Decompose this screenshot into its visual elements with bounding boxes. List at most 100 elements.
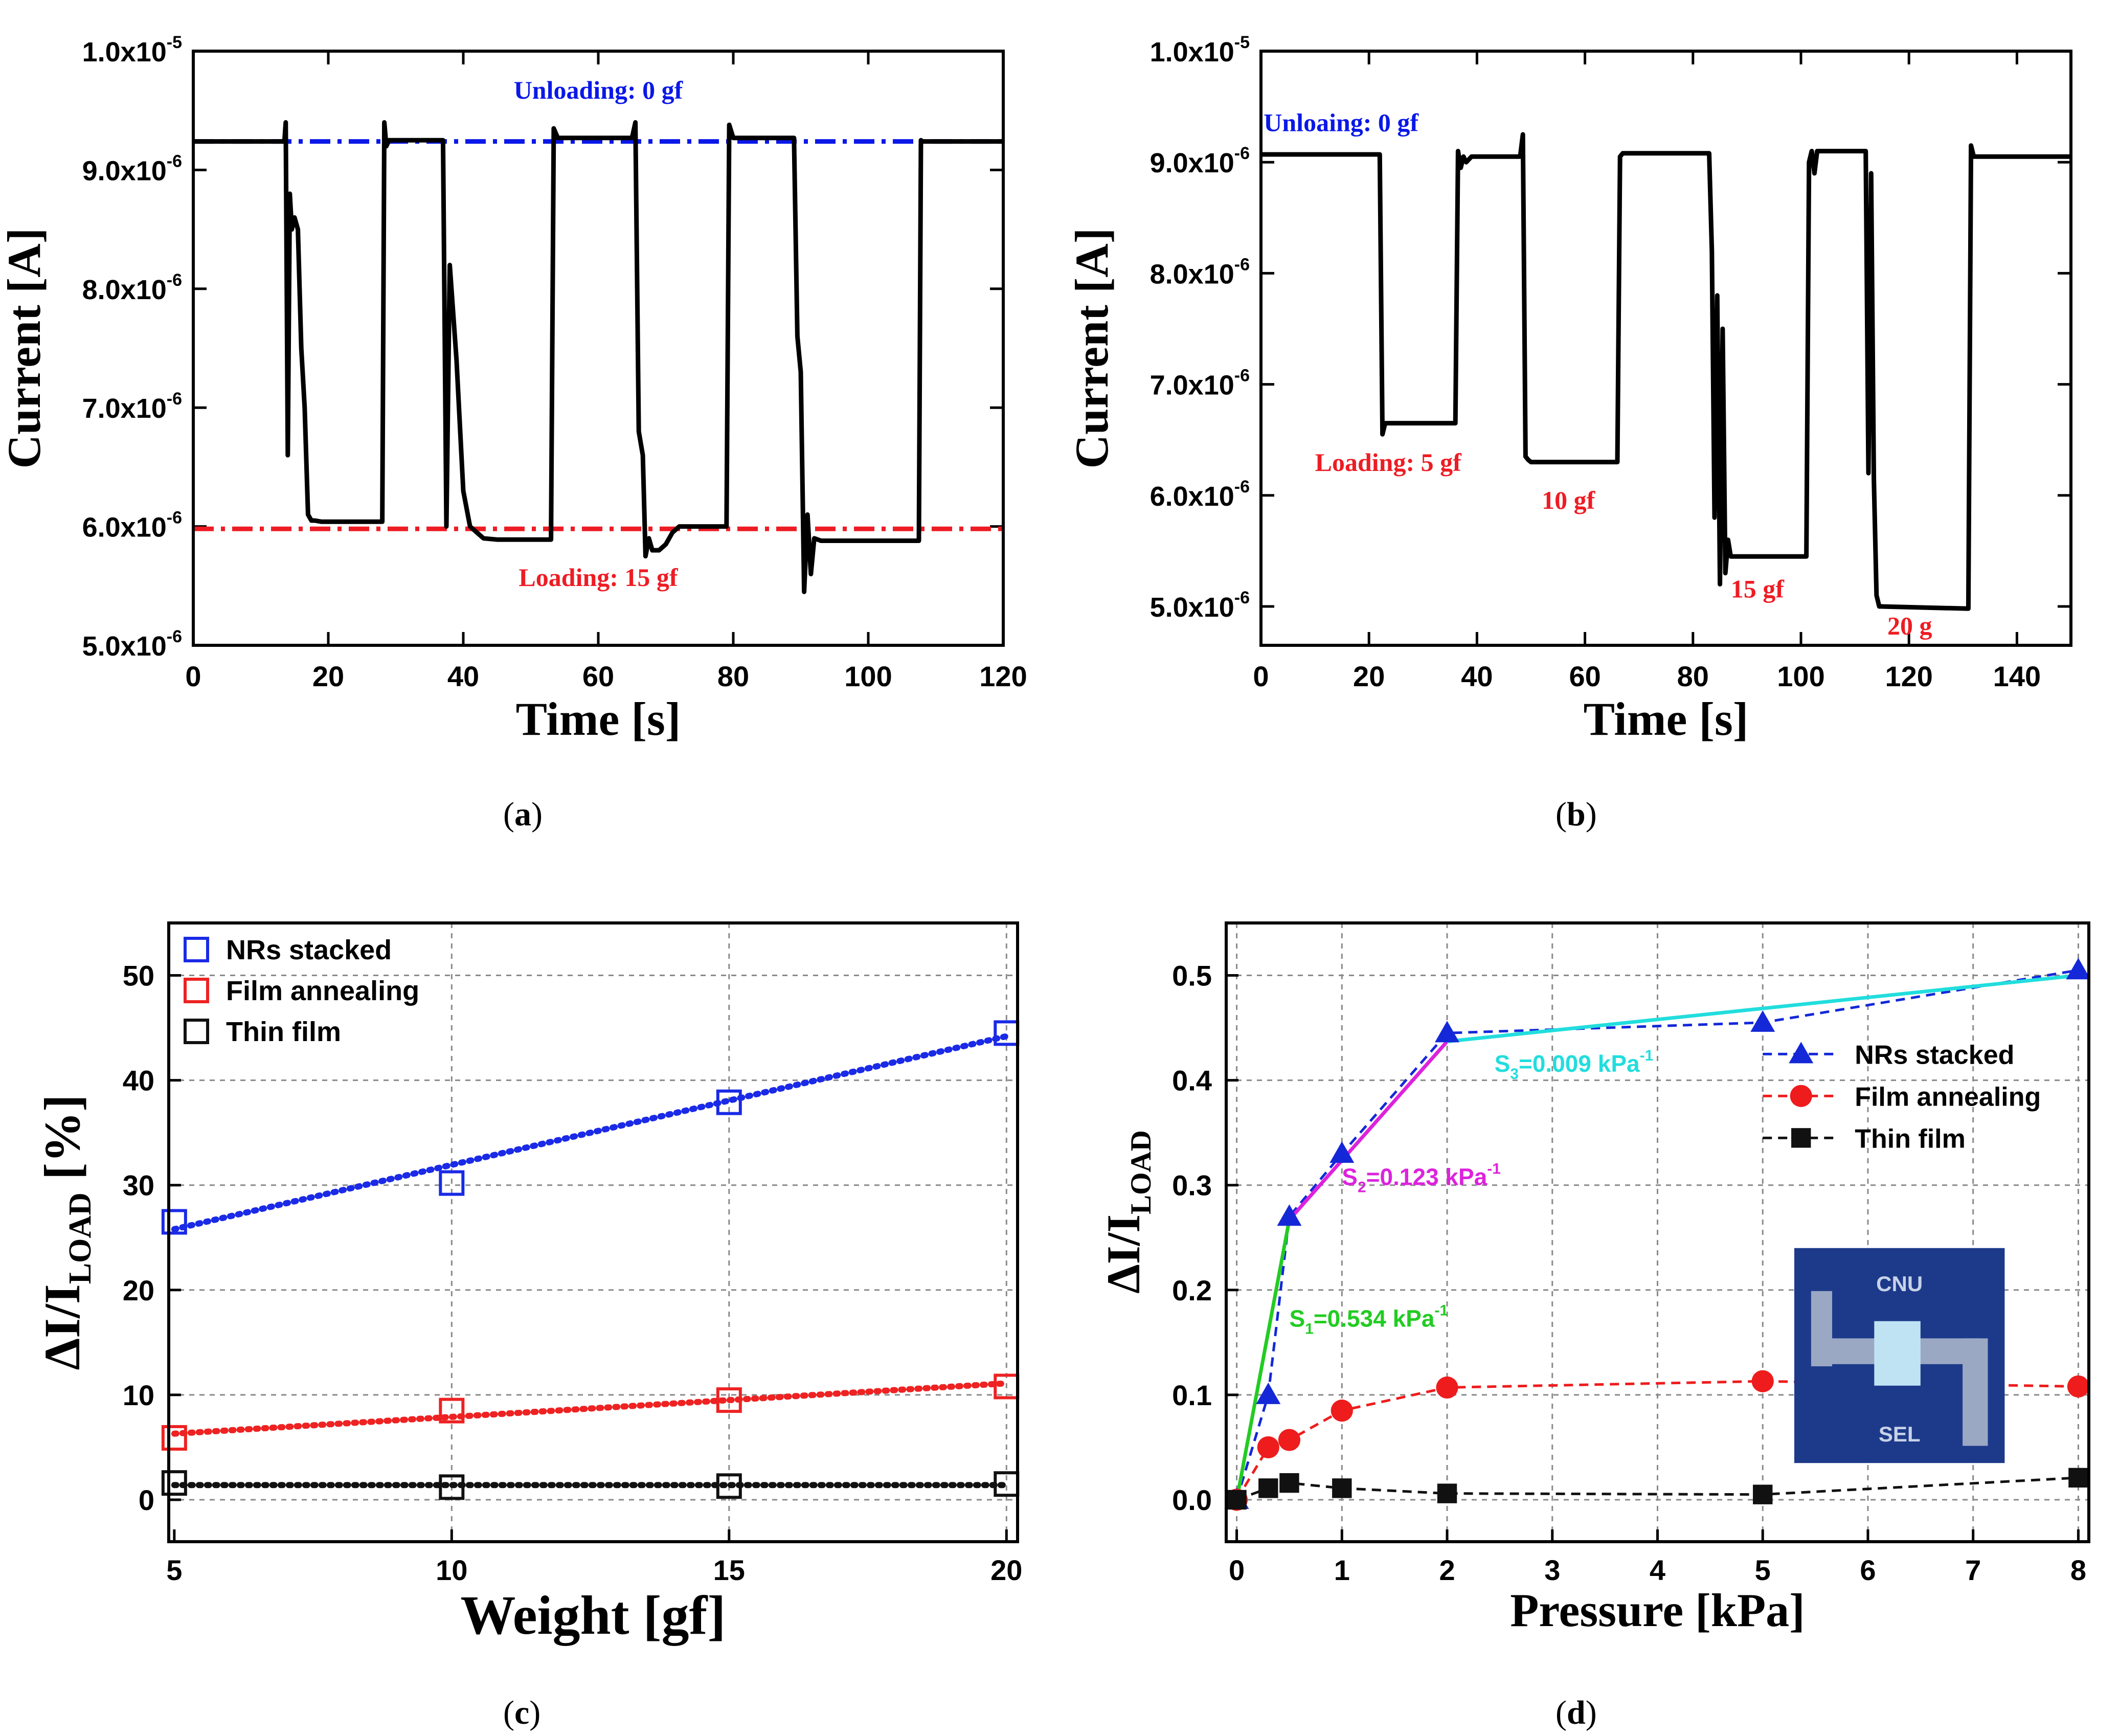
- plot-frame: [1259, 50, 2072, 647]
- y-tick-label: 5.0x10-6: [82, 627, 182, 662]
- text-part: 6.0x10: [1150, 481, 1234, 512]
- text-part: 9.0x10: [1150, 148, 1234, 178]
- x-tick-label: 20: [1353, 660, 1385, 692]
- marker-square: [1753, 1484, 1773, 1504]
- text-part: -6: [167, 508, 182, 528]
- text-part: LOAD: [63, 1192, 98, 1284]
- text-part: S: [1495, 1050, 1511, 1077]
- fit-line: [171, 1033, 1010, 1232]
- text-part: 9.0x10: [82, 155, 167, 186]
- text-part: 8.0x10: [82, 275, 167, 305]
- text-part: 1.0x10: [1150, 37, 1234, 67]
- y-tick-label: 50: [123, 960, 154, 992]
- marker-square: [1437, 1483, 1457, 1503]
- x-tick-label: 6: [1860, 1554, 1876, 1586]
- x-tick-label: 80: [717, 660, 749, 692]
- y-axis-title: ΔI/ILOAD [%]: [34, 1094, 98, 1370]
- text-part: =0.534 kPa: [1314, 1305, 1435, 1332]
- y-tick-label: 40: [123, 1065, 154, 1097]
- y-tick-label: 0.3: [1172, 1169, 1212, 1202]
- text-part: 6.0x10: [82, 512, 167, 543]
- marker-square: [2068, 1468, 2088, 1488]
- y-tick-label: 7.0x10-6: [1150, 366, 1250, 401]
- caption-a: (a): [503, 796, 543, 833]
- text-part: 5.0x10: [1150, 592, 1234, 623]
- annotation-label: Loading: 5 gf: [1315, 448, 1462, 477]
- marker-circle: [1331, 1400, 1353, 1422]
- annotation-label: 20 g: [1887, 611, 1932, 640]
- marker-circle: [1790, 1085, 1812, 1107]
- marker-triangle: [1789, 1042, 1814, 1064]
- text-part: -6: [1234, 366, 1250, 386]
- annotation-label: Unloaing: 0 gf: [1264, 108, 1419, 137]
- x-tick-label: 60: [582, 660, 614, 692]
- text-part: -6: [167, 389, 182, 409]
- x-tick-label: 20: [990, 1554, 1022, 1586]
- slope-label: S3=0.009 kPa-1: [1495, 1047, 1654, 1083]
- y-tick-label: 6.0x10-6: [1150, 477, 1250, 512]
- y-tick-label: 1.0x10-5: [1150, 33, 1250, 67]
- x-tick-label: 80: [1677, 660, 1709, 692]
- data-point-square: [439, 1170, 465, 1196]
- text-part: -6: [1234, 144, 1250, 163]
- text-part: 8.0x10: [1150, 259, 1234, 289]
- slope-label: S2=0.123 kPa-1: [1342, 1161, 1501, 1196]
- marker-square: [1332, 1478, 1352, 1498]
- annotation-label: Unloading: 0 gf: [514, 76, 684, 104]
- marker-triangle: [1277, 1204, 1302, 1226]
- caption-d: (d): [1556, 1694, 1597, 1731]
- text-part: [%]: [34, 1094, 91, 1192]
- text-part: ΔI/I: [1097, 1214, 1149, 1294]
- text-part: 3: [1510, 1066, 1519, 1083]
- text-part: 2: [1358, 1179, 1366, 1196]
- text-part: -1: [1434, 1302, 1448, 1319]
- x-axis-title: Weight [gf]: [461, 1585, 726, 1646]
- marker-triangle: [1256, 1382, 1281, 1404]
- text-part: 7.0x10: [82, 393, 167, 424]
- slope-fit-line: [1235, 1219, 1291, 1500]
- text-part: ΔI/I: [34, 1284, 91, 1370]
- panel-a-current-vs-time: 0 20 40 60 80 100 1205.0x10-66.0x10-67.0x10-68…: [0, 33, 1027, 745]
- x-tick-label: 15: [713, 1554, 745, 1586]
- plot-frame: [1225, 921, 2090, 1543]
- y-tick-label: 6.0x10-6: [82, 508, 182, 543]
- text-part: S: [1289, 1305, 1305, 1332]
- x-tick-label: 8: [2070, 1554, 2086, 1586]
- x-tick-label: 0: [1253, 660, 1269, 692]
- marker-square: [1791, 1128, 1811, 1148]
- x-axis-title: Time [s]: [1584, 693, 1749, 745]
- y-tick-label: 0.4: [1172, 1065, 1212, 1097]
- text-part: -5: [1234, 33, 1250, 52]
- fit-line: [171, 1380, 1010, 1437]
- text-part: -5: [167, 33, 182, 52]
- y-axis-title: Current [A]: [1066, 228, 1118, 469]
- inset-text-bottom: SEL: [1879, 1422, 1921, 1446]
- y-tick-label: 0.5: [1172, 960, 1212, 992]
- annotation-label: 15 gf: [1731, 575, 1785, 603]
- y-tick-label: 30: [123, 1169, 154, 1202]
- x-tick-label: 10: [436, 1554, 467, 1586]
- caption-c: (c): [503, 1694, 541, 1731]
- x-tick-label: 0: [185, 660, 201, 692]
- y-axis-title: ΔI/ILOAD: [1097, 1130, 1157, 1294]
- text-part: -6: [1234, 477, 1250, 497]
- annotation-label: 10 gf: [1542, 486, 1596, 514]
- slope-fit-line: [1447, 974, 2079, 1044]
- legend-label: Film annealing: [226, 976, 419, 1006]
- legend-label: NRs stacked: [1855, 1040, 2014, 1070]
- text-part: -6: [1234, 255, 1250, 274]
- caption-b: (b): [1556, 796, 1597, 833]
- text-part: =0.009 kPa: [1519, 1050, 1640, 1077]
- marker-square: [1279, 1473, 1299, 1493]
- text-part: 1: [1305, 1321, 1314, 1338]
- x-tick-label: 20: [312, 660, 344, 692]
- y-tick-label: 7.0x10-6: [82, 389, 182, 424]
- marker-triangle: [1435, 1021, 1460, 1043]
- text-part: -6: [167, 151, 182, 171]
- marker-circle: [1278, 1429, 1301, 1451]
- y-tick-label: 0.2: [1172, 1274, 1212, 1306]
- inset-photo: CNU SEL: [1794, 1248, 2005, 1463]
- x-tick-label: 7: [1965, 1554, 1981, 1586]
- marker-circle: [1436, 1376, 1458, 1399]
